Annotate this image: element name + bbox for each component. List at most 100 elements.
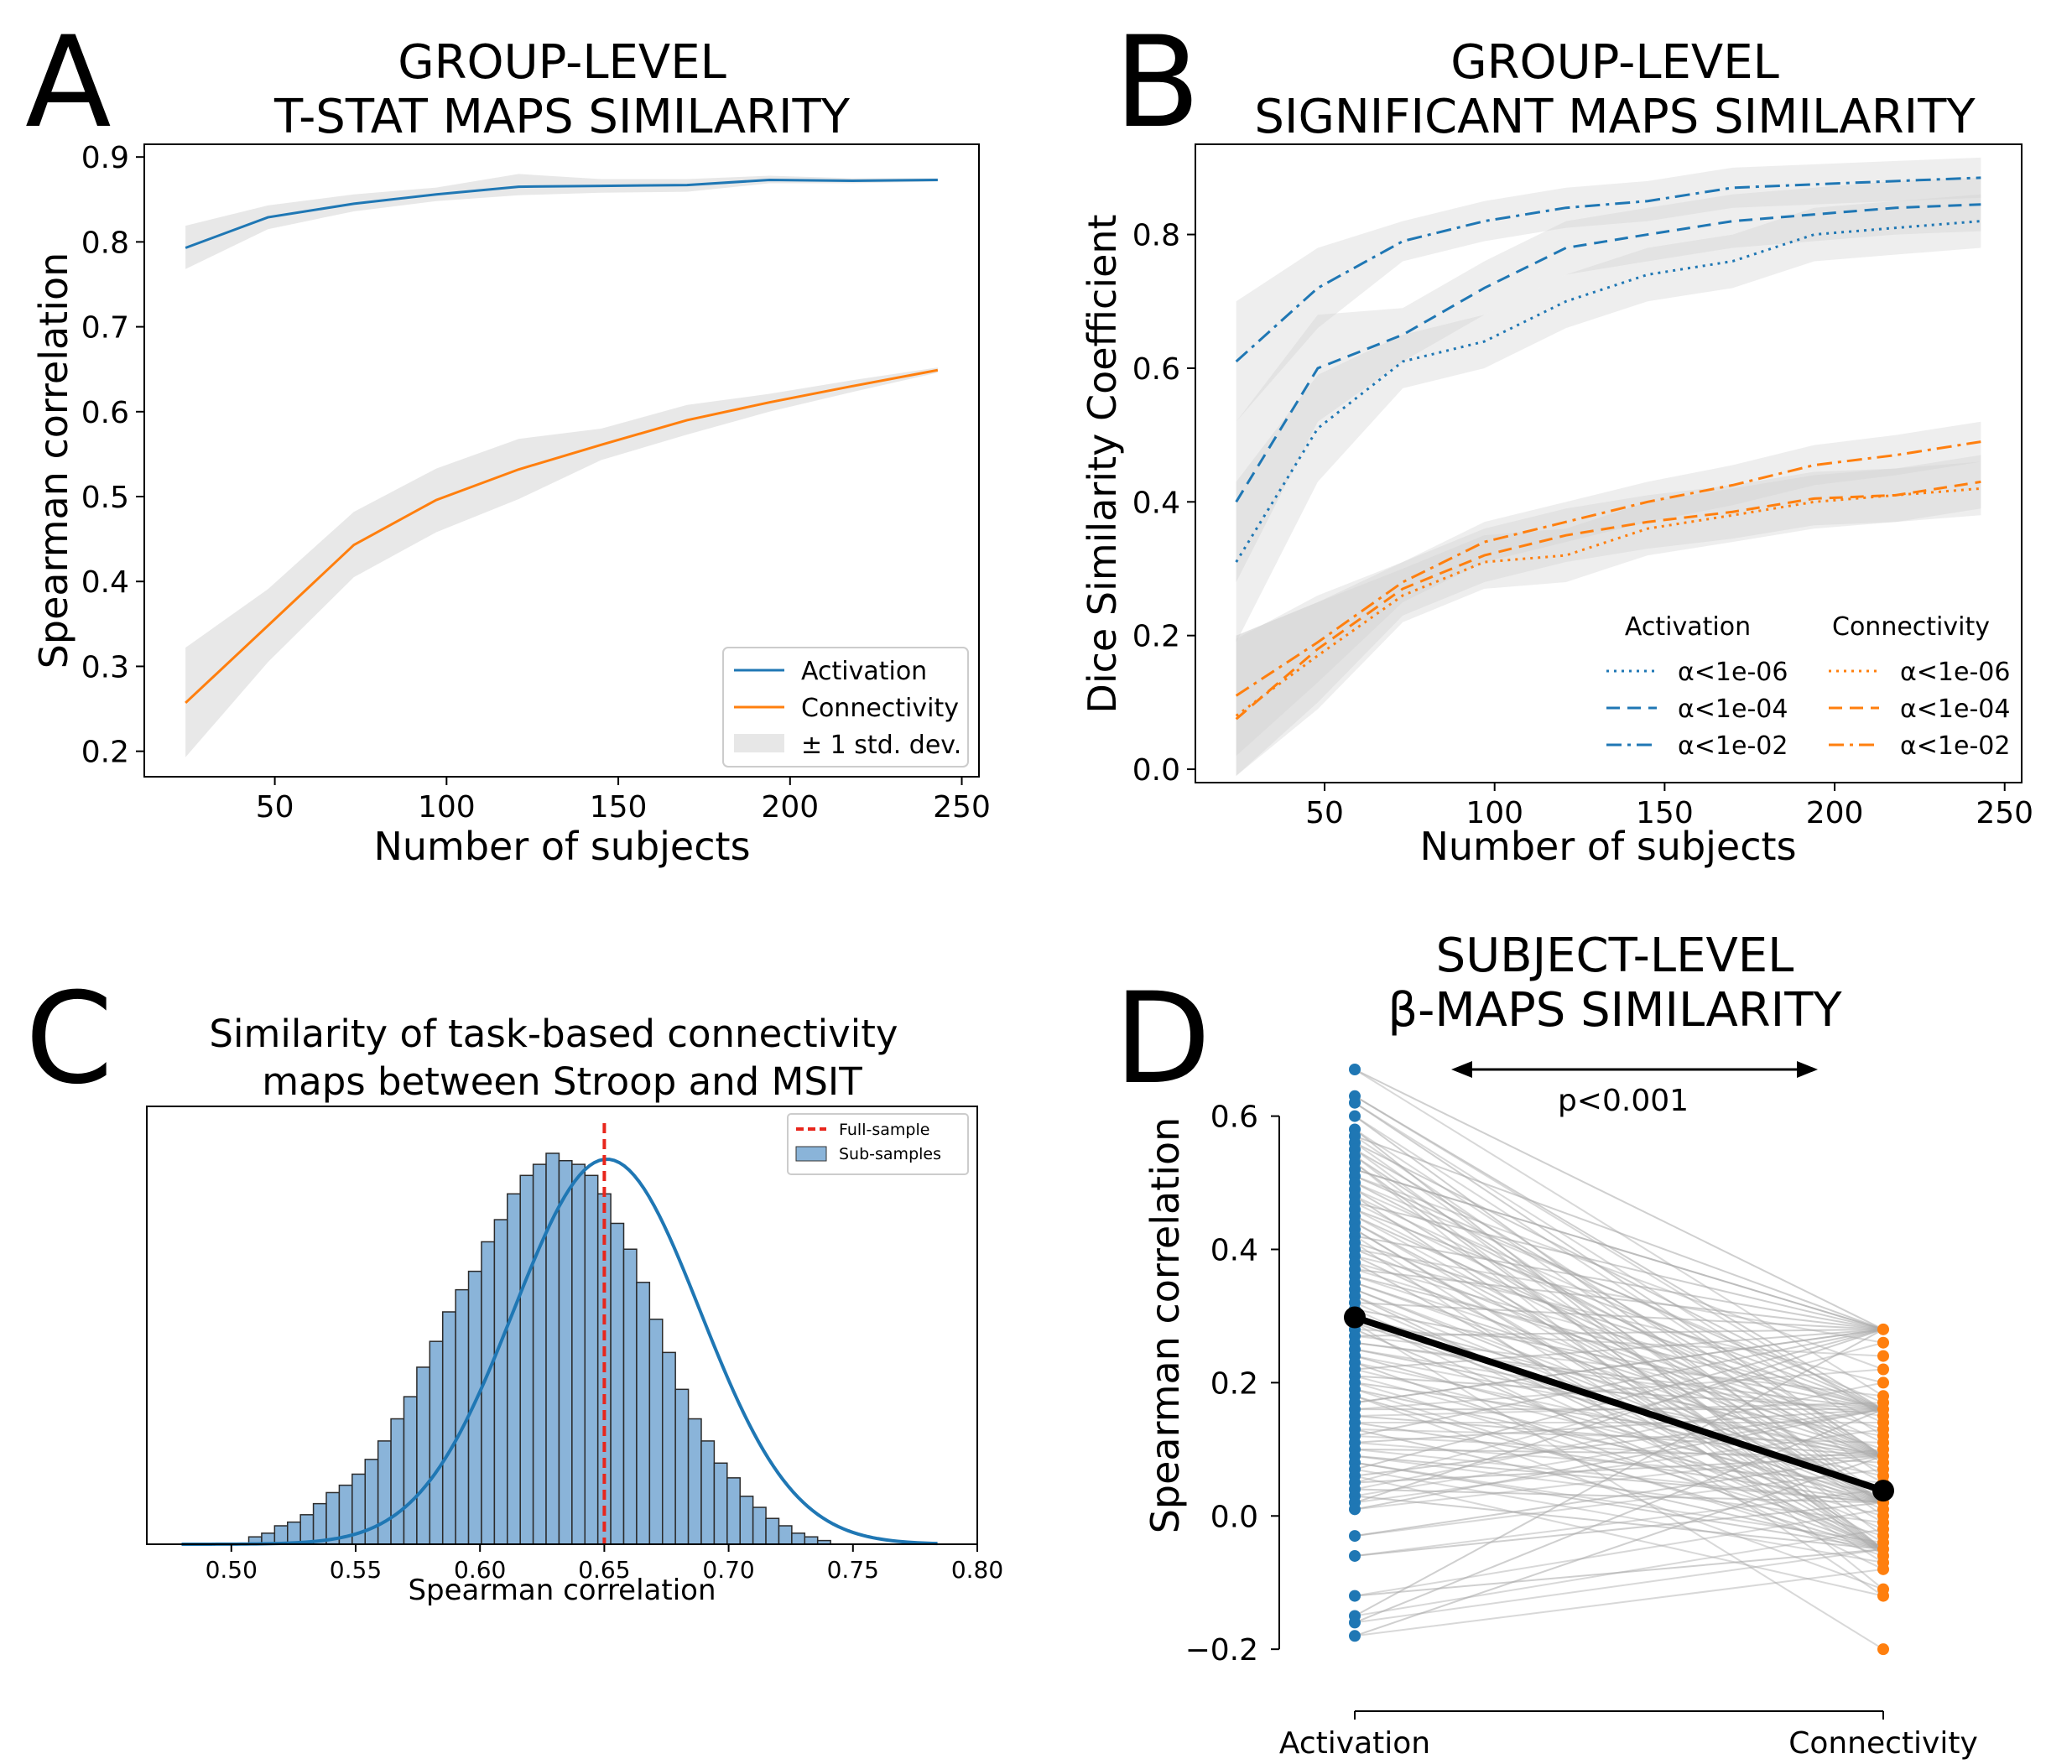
panel-c: C Similarity of task-based connectivity … — [25, 966, 1003, 1607]
panel-a-plot: 50 100 150 200 250 0.2 0.3 0.4 0.5 0.6 0.7 0.8 0.9 — [81, 141, 991, 825]
subject-pair-line — [1354, 1128, 1884, 1550]
subject-pair-line — [1354, 1402, 1884, 1418]
subject-pair-line — [1354, 1408, 1884, 1511]
hist-bar — [287, 1521, 301, 1545]
activation-point — [1349, 1630, 1361, 1642]
subject-pair-line — [1354, 1101, 1884, 1437]
hist-bar — [377, 1440, 392, 1545]
subject-pair-line — [1354, 1361, 1884, 1550]
subject-pair-line — [1354, 1375, 1884, 1411]
subject-pair-line — [1354, 1428, 1884, 1444]
series-line-activation — [185, 179, 938, 249]
y-tick-label: 0.4 — [1210, 1234, 1258, 1268]
hist-bar — [752, 1506, 767, 1545]
x-tick-label: 100 — [418, 790, 476, 825]
panel-a-ylabel: Spearman correlation — [31, 252, 76, 669]
hist-bar — [726, 1477, 741, 1545]
y-tick-label: 0.0 — [1132, 753, 1180, 788]
subject-pair-line — [1354, 1168, 1884, 1330]
activation-point — [1349, 1616, 1361, 1629]
panel-letter-c: C — [25, 966, 113, 1112]
dice-band-1 — [1236, 177, 1981, 582]
subject-pair-line — [1354, 1528, 1884, 1617]
subject-pair-line — [1354, 1168, 1884, 1330]
subject-pair-line — [1354, 1328, 1884, 1404]
y-tick-label: 0.6 — [81, 396, 129, 430]
subject-pair-line — [1354, 1454, 1884, 1504]
mean-point-activation — [1344, 1306, 1366, 1329]
y-tick-label: 0.2 — [1210, 1366, 1258, 1401]
subject-pair-line — [1354, 1454, 1884, 1538]
hist-bar — [507, 1193, 521, 1545]
x-tick-label: 0.80 — [951, 1556, 1003, 1584]
legend-label-2: α<1e-02 — [1678, 731, 1788, 761]
legend-label-activation: Activation — [801, 657, 927, 686]
subject-pair-line — [1354, 1368, 1884, 1497]
subject-pair-line — [1354, 1395, 1884, 1590]
subject-pair-line — [1354, 1328, 1884, 1437]
subject-pair-line — [1354, 1295, 1884, 1550]
y-tick-label: 0.5 — [81, 481, 129, 515]
subject-pair-line — [1354, 1415, 1884, 1457]
subject-pair-line — [1354, 1282, 1884, 1457]
x-tick-label: 250 — [933, 790, 991, 825]
legend-swatch-std-band — [734, 734, 784, 752]
dice-line-5 — [1235, 440, 1981, 697]
subject-pair-line — [1354, 1302, 1884, 1330]
subject-pair-line — [1354, 1195, 1884, 1550]
panel-a-xlabel: Number of subjects — [373, 824, 750, 869]
subject-pair-line — [1354, 1175, 1884, 1371]
subject-pair-line — [1354, 1162, 1884, 1550]
x-tick-label: 0.55 — [330, 1556, 382, 1584]
subject-pair-line — [1354, 1328, 1884, 1404]
legend-label-4: α<1e-04 — [1900, 695, 2010, 724]
hist-bar — [571, 1163, 586, 1545]
dice-line-1 — [1235, 203, 1981, 503]
subject-pair-line — [1354, 1135, 1884, 1330]
panel-b-axes-frame — [1195, 143, 2023, 783]
x-tick-label: 0.70 — [702, 1556, 754, 1584]
subject-pair-line — [1354, 1382, 1884, 1538]
x-tick-label: Activation — [1279, 1726, 1430, 1761]
hist-bar — [493, 1219, 508, 1545]
subject-pair-line — [1354, 1268, 1884, 1330]
subject-pair-line — [1354, 1115, 1884, 1457]
subject-pair-line — [1354, 1321, 1884, 1504]
y-tick-label: 0.6 — [1132, 352, 1180, 387]
subject-pair-line — [1354, 1282, 1884, 1470]
subject-pair-line — [1354, 1408, 1884, 1444]
y-tick-label: 0.4 — [1132, 486, 1180, 520]
subject-pair-line — [1354, 1468, 1884, 1538]
subject-pair-line — [1354, 1501, 1884, 1557]
p-value-annotation: p<0.001 — [1558, 1084, 1689, 1118]
dice-band-2 — [1236, 157, 1981, 422]
subject-pair-line — [1354, 1162, 1884, 1590]
hist-bar — [312, 1502, 327, 1545]
dice-line-2 — [1235, 176, 1981, 363]
panel-a-title-line1: GROUP-LEVEL — [398, 35, 726, 90]
activation-point — [1349, 1096, 1361, 1109]
subject-pair-line — [1354, 1288, 1884, 1491]
x-tick-label: 0.60 — [454, 1556, 506, 1584]
connectivity-point — [1877, 1563, 1889, 1575]
subject-pair-line — [1354, 1288, 1884, 1504]
subject-pair-line — [1354, 1095, 1884, 1417]
hist-bar — [648, 1319, 664, 1545]
subject-pair-line — [1354, 1314, 1884, 1457]
subject-pair-line — [1354, 1221, 1884, 1504]
subject-pair-line — [1354, 1095, 1884, 1411]
panel-a-axes-frame — [143, 143, 980, 778]
subject-pair-line — [1354, 1148, 1884, 1537]
panel-d-title-line1: SUBJECT-LEVEL — [1436, 929, 1794, 983]
subject-pair-line — [1354, 1495, 1884, 1550]
dice-line-4 — [1235, 480, 1981, 721]
subject-pair-line — [1354, 1461, 1884, 1550]
subject-pair-line — [1354, 1195, 1884, 1444]
subject-pair-line — [1354, 1361, 1884, 1477]
subject-pair-line — [1354, 1468, 1884, 1564]
subject-pair-line — [1354, 1142, 1884, 1411]
hist-bar — [791, 1532, 806, 1545]
subject-pair-line — [1354, 1408, 1884, 1624]
panel-d: D SUBJECT-LEVEL β-MAPS SIMILARITY −0.2 0.… — [1114, 929, 1978, 1761]
legend-label-connectivity: Connectivity — [801, 694, 959, 723]
